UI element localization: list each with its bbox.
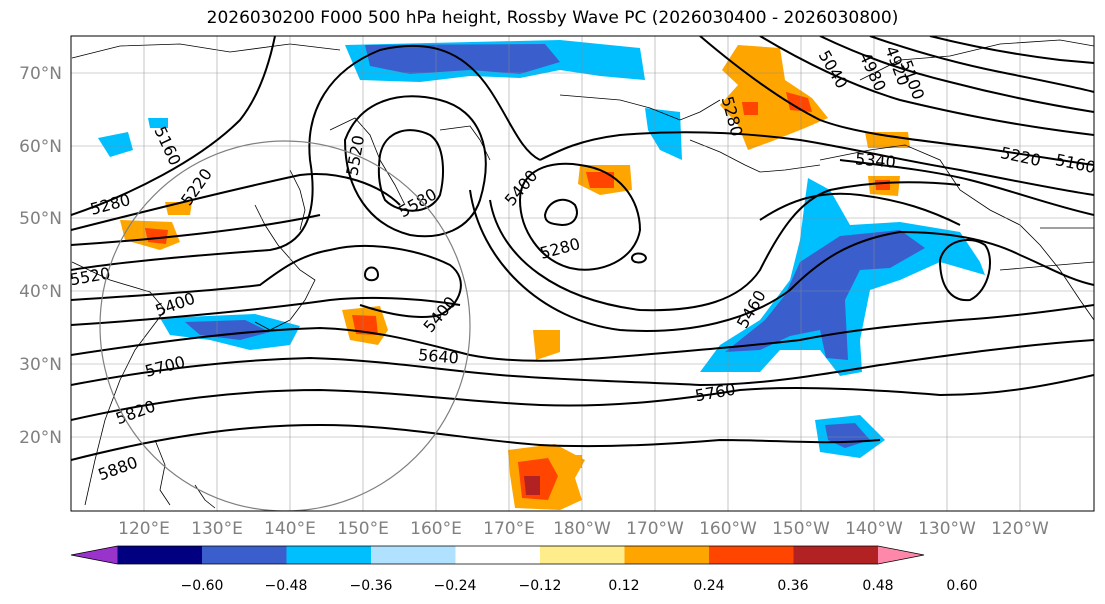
colorbar-extend-low	[71, 546, 118, 564]
contour-label: 5760	[694, 380, 737, 406]
lon-label: 150°W	[772, 519, 830, 539]
grid-lines	[71, 36, 1094, 511]
colorbar-segment	[793, 546, 878, 564]
colorbar-segment	[624, 546, 709, 564]
map-area: 5160 5220 5280 5520 5580 5520 5400 5400 …	[68, 36, 1098, 511]
colorbar-tick-label: −0.24	[434, 578, 477, 594]
colorbar-segment	[709, 546, 794, 564]
lon-label: 120°W	[991, 519, 1049, 539]
contour-label: 5640	[417, 345, 459, 367]
contour-label: 5520	[68, 264, 111, 290]
colorbar-tick-label: 0.36	[777, 578, 808, 594]
lat-label: 20°N	[19, 428, 62, 448]
lon-label: 140°E	[264, 519, 316, 539]
lon-label: 120°E	[118, 519, 170, 539]
lon-label: 160°W	[699, 519, 757, 539]
coastlines	[71, 39, 1094, 509]
colorbar-tick-label: 0.12	[608, 578, 639, 594]
lat-label: 70°N	[19, 64, 62, 84]
lat-label: 50°N	[19, 209, 62, 229]
colorbar-segment	[117, 546, 202, 564]
latitude-labels: 70°N 60°N 50°N 40°N 30°N 20°N	[19, 64, 62, 448]
colorbar	[70, 545, 925, 565]
lon-label: 170°E	[483, 519, 535, 539]
colorbar-extend-high	[878, 546, 924, 564]
map-frame	[70, 35, 1095, 512]
colorbar-tick-label: −0.48	[265, 578, 308, 594]
contour-label: 5400	[419, 293, 460, 336]
lat-label: 30°N	[19, 355, 62, 375]
contour-label: 5700	[143, 352, 187, 381]
colorbar-outline	[70, 545, 925, 565]
colorbar-ticks: −0.60 −0.48 −0.36 −0.24 −0.12 0.12 0.24 …	[181, 578, 978, 594]
colorbar-tick-label: 0.24	[693, 578, 724, 594]
contour-label: 5400	[501, 166, 542, 209]
contour-label: 5280	[88, 190, 132, 219]
lon-label: 180°W	[553, 519, 611, 539]
reference-circle	[99, 140, 471, 511]
contour-label: 5280	[538, 234, 582, 263]
height-contours	[71, 36, 1094, 461]
lon-label: 130°W	[918, 519, 976, 539]
contour-label: 5880	[95, 453, 140, 485]
colorbar-tick-label: −0.60	[181, 578, 224, 594]
colorbar-segment	[286, 546, 371, 564]
contour-label: 5340	[854, 149, 896, 171]
lon-label: 170°W	[626, 519, 684, 539]
colorbar-segment	[371, 546, 456, 564]
colorbar-segment	[202, 546, 287, 564]
lat-label: 40°N	[19, 282, 62, 302]
colorbar-segment	[455, 546, 540, 564]
longitude-labels: 120°E 130°E 140°E 150°E 160°E 170°E 180°…	[118, 519, 1049, 539]
contour-label: 5820	[113, 396, 158, 428]
colorbar-tick-label: 0.48	[862, 578, 893, 594]
colorbar-tick-label: −0.12	[519, 578, 562, 594]
lon-label: 130°E	[191, 519, 243, 539]
contour-label: 5160	[1054, 150, 1098, 177]
colorbar-tick-label: 0.60	[946, 578, 977, 594]
colorbar-segment	[540, 546, 625, 564]
lat-label: 60°N	[19, 137, 62, 157]
lon-label: 160°E	[410, 519, 462, 539]
lon-label: 140°W	[845, 519, 903, 539]
lon-label: 150°E	[337, 519, 389, 539]
colorbar-tick-label: −0.36	[350, 578, 393, 594]
map-title: 2026030200 F000 500 hPa height, Rossby W…	[206, 8, 899, 28]
contour-label: 5220	[999, 143, 1043, 170]
